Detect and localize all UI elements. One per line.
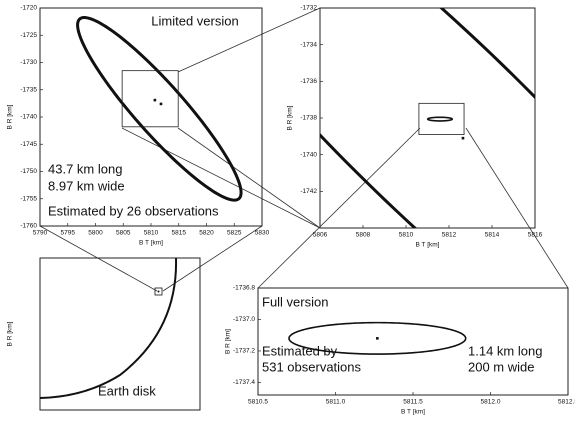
y-axis-label: B R [km] <box>225 329 232 354</box>
x-tick-label: 5811.0 <box>326 399 346 406</box>
y-tick-label: -1730 <box>20 59 37 66</box>
y-tick-label: -1720 <box>20 5 37 12</box>
x-tick-label: 5811.5 <box>403 399 423 406</box>
x-tick-label: 5812 <box>442 232 457 239</box>
point <box>461 136 465 140</box>
error-ellipse <box>288 321 467 355</box>
y-tick-label: -1750 <box>20 168 37 175</box>
annotation: Estimated by 26 observations <box>48 203 219 218</box>
error-ellipse <box>426 116 454 122</box>
y-tick-label: -1736 <box>300 78 317 85</box>
zoom-line <box>177 127 321 229</box>
annotation: Limited version <box>151 13 238 28</box>
y-tick-label: -1740 <box>300 151 317 158</box>
x-axis-label: B T [km] <box>401 409 425 416</box>
zoom-line <box>162 225 263 292</box>
x-tick-label: 5795 <box>61 230 76 237</box>
x-tick-label: 5812.0 <box>481 399 501 406</box>
y-tick-label: -1737.4 <box>233 379 255 386</box>
annotation: Earth disk <box>98 383 156 398</box>
y-tick-label: -1755 <box>20 195 37 202</box>
zoom-box <box>418 102 465 135</box>
x-tick-label: 5814 <box>485 232 500 239</box>
x-tick-label: 5810.5 <box>248 399 268 406</box>
y-tick-label: -1732 <box>300 5 317 12</box>
y-axis-label: B R [km] <box>7 321 14 346</box>
annotation: 43.7 km long <box>48 161 122 176</box>
y-axis-label: B R [km] <box>287 105 294 130</box>
annotation: 8.97 km wide <box>48 178 125 193</box>
annotation: Full version <box>262 294 328 309</box>
y-tick-label: -1725 <box>20 32 37 39</box>
y-tick-label: -1742 <box>300 188 317 195</box>
plot-frame <box>39 257 201 411</box>
point <box>153 98 157 102</box>
x-tick-label: 5805 <box>116 230 131 237</box>
annotation: 531 observations <box>262 359 362 374</box>
zoom-line <box>465 127 569 289</box>
y-tick-label: -1735 <box>20 86 37 93</box>
x-tick-label: 5820 <box>199 230 214 237</box>
point <box>157 290 160 293</box>
y-tick-label: -1736.8 <box>233 285 255 292</box>
point <box>159 102 163 106</box>
zoom-line <box>257 127 421 289</box>
annotation: Estimated by <box>262 343 338 358</box>
x-tick-label: 5790 <box>33 230 48 237</box>
x-tick-label: 5815 <box>172 230 187 237</box>
x-tick-label: 5825 <box>227 230 242 237</box>
x-axis-label: B T [km] <box>139 240 163 247</box>
x-tick-label: 5816 <box>528 232 543 239</box>
error-ellipse <box>76 16 243 202</box>
y-axis-label: B R [km] <box>7 104 14 129</box>
y-tick-label: -1737.0 <box>233 316 255 323</box>
x-tick-label: 5812.5 <box>558 399 575 406</box>
x-tick-label: 5810 <box>144 230 159 237</box>
x-tick-label: 5808 <box>356 232 371 239</box>
y-tick-label: -1738 <box>300 115 317 122</box>
zoom-box <box>121 70 179 128</box>
y-tick-label: -1760 <box>20 223 37 230</box>
annotation: 1.14 km long <box>468 343 542 358</box>
zoom-box <box>154 287 163 296</box>
earth-limb <box>39 257 178 399</box>
x-axis-label: B T [km] <box>416 242 440 249</box>
zoom-line <box>177 7 321 73</box>
x-tick-label: 5800 <box>88 230 103 237</box>
annotation: 200 m wide <box>468 359 534 374</box>
x-tick-label: 5806 <box>313 232 328 239</box>
y-tick-label: -1734 <box>300 41 317 48</box>
y-tick-label: -1740 <box>20 114 37 121</box>
zoom-line <box>121 127 321 229</box>
x-tick-label: 5830 <box>255 230 270 237</box>
y-tick-label: -1745 <box>20 141 37 148</box>
x-tick-label: 5810 <box>399 232 414 239</box>
y-tick-label: -1737.2 <box>233 348 255 355</box>
point <box>376 337 379 340</box>
